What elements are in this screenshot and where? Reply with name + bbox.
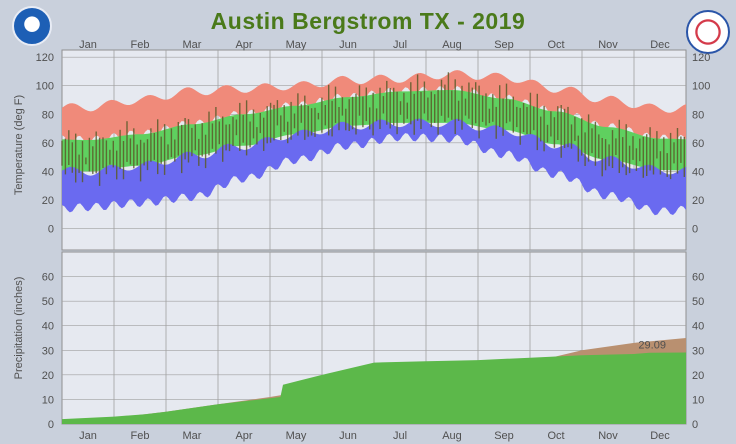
month-tick-label-bottom: Apr bbox=[235, 430, 252, 442]
precip-tick-label-right: 50 bbox=[692, 296, 704, 308]
precip-tick-label-left: 20 bbox=[42, 370, 54, 382]
noaa-logo bbox=[12, 6, 52, 46]
precipitation-axis-title: Precipitation (inches) bbox=[13, 277, 25, 380]
precip-tick-label-right: 60 bbox=[692, 272, 704, 284]
precip-tick-label-left: 40 bbox=[42, 321, 54, 333]
precip-tick-label-left: 30 bbox=[42, 345, 54, 357]
month-tick-label-bottom: Nov bbox=[598, 430, 618, 442]
precip-tick-label-right: 10 bbox=[692, 394, 704, 406]
month-tick-label-top: Nov bbox=[598, 39, 618, 51]
month-tick-label-bottom: Jun bbox=[339, 430, 357, 442]
temp-tick-label-right: 100 bbox=[692, 81, 710, 93]
month-tick-label-bottom: Jul bbox=[393, 430, 407, 442]
month-tick-label-bottom: Aug bbox=[442, 430, 462, 442]
temp-tick-label-right: 20 bbox=[692, 195, 704, 207]
precip-tick-label-left: 50 bbox=[42, 296, 54, 308]
temp-tick-label-right: 0 bbox=[692, 224, 698, 236]
temp-tick-label-right: 60 bbox=[692, 138, 704, 150]
precip-tick-label-left: 10 bbox=[42, 394, 54, 406]
temp-tick-label-left: 100 bbox=[36, 81, 54, 93]
month-tick-label-top: Feb bbox=[131, 39, 150, 51]
temp-tick-label-left: 120 bbox=[36, 52, 54, 64]
month-tick-label-bottom: May bbox=[286, 430, 307, 442]
precip-total-label: 29.09 bbox=[638, 340, 666, 352]
precip-tick-label-right: 0 bbox=[692, 419, 698, 431]
record-high-band bbox=[62, 70, 686, 145]
actual-precip-area bbox=[62, 352, 686, 424]
month-tick-label-top: May bbox=[286, 39, 307, 51]
temp-tick-label-left: 80 bbox=[42, 109, 54, 121]
temp-tick-label-left: 20 bbox=[42, 195, 54, 207]
month-tick-label-top: Mar bbox=[183, 39, 202, 51]
month-tick-label-top: Jan bbox=[79, 39, 97, 51]
precip-tick-label-left: 0 bbox=[48, 419, 54, 431]
temp-tick-label-right: 80 bbox=[692, 109, 704, 121]
month-tick-label-bottom: Jan bbox=[79, 430, 97, 442]
temp-tick-label-right: 40 bbox=[692, 166, 704, 178]
month-tick-label-top: Apr bbox=[235, 39, 252, 51]
month-tick-label-bottom: Sep bbox=[494, 430, 514, 442]
month-tick-label-bottom: Feb bbox=[131, 430, 150, 442]
month-tick-label-top: Aug bbox=[442, 39, 462, 51]
precip-tick-label-right: 30 bbox=[692, 345, 704, 357]
temperature-series bbox=[61, 70, 686, 216]
precip-tick-label-right: 20 bbox=[692, 370, 704, 382]
temp-tick-label-right: 120 bbox=[692, 52, 710, 64]
month-tick-label-bottom: Oct bbox=[547, 430, 564, 442]
precip-tick-label-right: 40 bbox=[692, 321, 704, 333]
temp-tick-label-left: 0 bbox=[48, 224, 54, 236]
temp-tick-label-left: 40 bbox=[42, 166, 54, 178]
month-tick-label-top: Jun bbox=[339, 39, 357, 51]
precipitation-series bbox=[62, 338, 686, 424]
month-tick-label-top: Oct bbox=[547, 39, 564, 51]
month-tick-label-top: Dec bbox=[650, 39, 670, 51]
temp-tick-label-left: 60 bbox=[42, 138, 54, 150]
record-low-band bbox=[62, 118, 686, 216]
temperature-axis-title: Temperature (deg F) bbox=[13, 95, 25, 195]
precip-tick-label-left: 60 bbox=[42, 272, 54, 284]
chart-title: Austin Bergstrom TX - 2019 bbox=[210, 8, 526, 34]
month-tick-label-bottom: Mar bbox=[183, 430, 202, 442]
month-tick-label-top: Jul bbox=[393, 39, 407, 51]
nws-logo bbox=[686, 10, 730, 54]
axis-labels: 29.09 Jan Jan Feb Feb Mar Mar Apr Apr May May Jun Ju… bbox=[13, 39, 710, 442]
month-tick-label-top: Sep bbox=[494, 39, 514, 51]
month-tick-label-bottom: Dec bbox=[650, 430, 670, 442]
